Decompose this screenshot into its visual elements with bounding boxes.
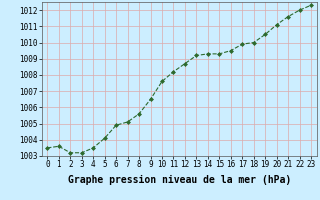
X-axis label: Graphe pression niveau de la mer (hPa): Graphe pression niveau de la mer (hPa) xyxy=(68,175,291,185)
